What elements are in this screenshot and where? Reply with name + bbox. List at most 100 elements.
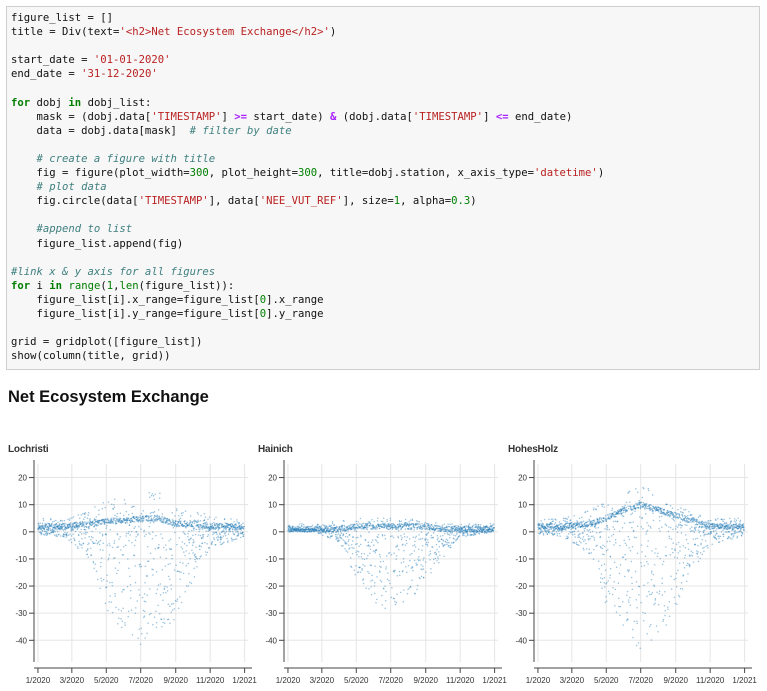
data-point — [323, 529, 326, 531]
data-point — [695, 519, 698, 522]
data-point — [698, 521, 700, 524]
data-point — [649, 623, 652, 626]
data-point — [318, 525, 320, 528]
data-point — [381, 535, 384, 537]
data-point — [388, 528, 391, 531]
data-point — [467, 525, 470, 528]
data-point — [112, 518, 115, 521]
data-point — [343, 527, 346, 530]
data-point — [338, 527, 340, 530]
data-point — [740, 528, 742, 531]
data-point — [345, 526, 347, 529]
data-point — [466, 530, 469, 533]
data-point — [559, 535, 561, 537]
data-point — [617, 597, 620, 599]
data-point — [739, 527, 741, 530]
data-point — [691, 521, 694, 523]
data-point — [545, 527, 547, 529]
data-point — [424, 539, 427, 541]
data-point — [386, 578, 389, 580]
data-point — [592, 519, 594, 522]
data-point — [190, 525, 193, 527]
data-point — [670, 527, 672, 529]
data-point — [571, 531, 574, 534]
data-point — [39, 532, 42, 534]
data-point — [132, 516, 134, 519]
data-point — [169, 605, 171, 607]
data-point — [159, 594, 162, 596]
data-point — [618, 510, 620, 513]
data-point — [370, 524, 372, 527]
data-point — [588, 524, 590, 527]
data-point — [738, 525, 741, 528]
code-cell[interactable]: figure_list = [] title = Div(text='<h2>Ne… — [6, 6, 760, 370]
data-point — [667, 514, 670, 516]
data-point — [123, 518, 125, 521]
data-point — [122, 588, 124, 591]
data-point — [397, 526, 399, 528]
data-point — [710, 530, 713, 533]
plot-hoheshol[interactable]: HohesHolz 20 10 0 -10 -20 -30 -40 1/2020 3/2020 5… — [506, 438, 757, 691]
y-tick-label: -20 — [515, 582, 527, 591]
data-point — [46, 534, 48, 536]
data-point — [655, 505, 657, 508]
data-point — [224, 526, 227, 529]
code-line: fig = figure(plot_width=300, plot_height… — [11, 166, 759, 180]
data-point — [690, 554, 692, 557]
data-point — [232, 525, 234, 528]
data-point — [430, 523, 433, 526]
data-point — [114, 514, 116, 516]
data-point — [242, 531, 244, 534]
data-point — [655, 547, 657, 550]
data-point — [88, 519, 91, 521]
data-point — [202, 535, 204, 538]
data-point — [567, 536, 569, 539]
data-point — [48, 527, 50, 529]
data-point — [628, 521, 631, 524]
data-point — [645, 503, 648, 505]
code-token: in — [68, 96, 82, 109]
data-point — [363, 558, 366, 560]
code-token: 'datetime' — [534, 167, 598, 180]
data-point — [350, 528, 352, 531]
data-point — [60, 525, 63, 527]
data-point — [60, 528, 62, 530]
data-point — [403, 533, 405, 535]
data-point — [655, 508, 657, 511]
data-point — [360, 535, 362, 538]
data-point — [465, 525, 467, 527]
data-point — [167, 523, 169, 525]
data-point — [557, 525, 559, 527]
data-point — [373, 550, 376, 552]
data-point — [653, 585, 656, 588]
data-point — [717, 527, 720, 530]
data-point — [448, 534, 451, 536]
data-point — [221, 526, 223, 528]
plot-hainich[interactable]: Hainich 20 10 0 -10 -20 -30 -40 1/2020 3/2020 5/2… — [256, 438, 507, 691]
data-point — [177, 520, 180, 523]
data-point — [720, 523, 723, 526]
data-point — [622, 515, 625, 518]
data-point — [617, 509, 619, 512]
data-point — [597, 526, 600, 529]
data-point — [121, 620, 124, 622]
data-point — [654, 599, 656, 601]
data-point — [61, 528, 64, 531]
code-editor[interactable]: figure_list = [] title = Div(text='<h2>Ne… — [7, 7, 759, 363]
data-point — [357, 525, 360, 528]
data-point — [152, 623, 154, 626]
plot-lochristi[interactable]: Lochristi 20 10 0 -10 -20 -30 -40 1/2020 3/2020 5… — [6, 438, 257, 691]
data-point — [226, 523, 229, 526]
data-point — [342, 545, 344, 547]
data-point — [411, 565, 414, 568]
data-point — [638, 593, 640, 596]
data-point — [305, 530, 308, 533]
data-point — [724, 525, 726, 527]
data-point — [550, 528, 553, 531]
data-point — [623, 539, 625, 542]
data-point — [453, 528, 456, 531]
data-point — [73, 525, 76, 528]
